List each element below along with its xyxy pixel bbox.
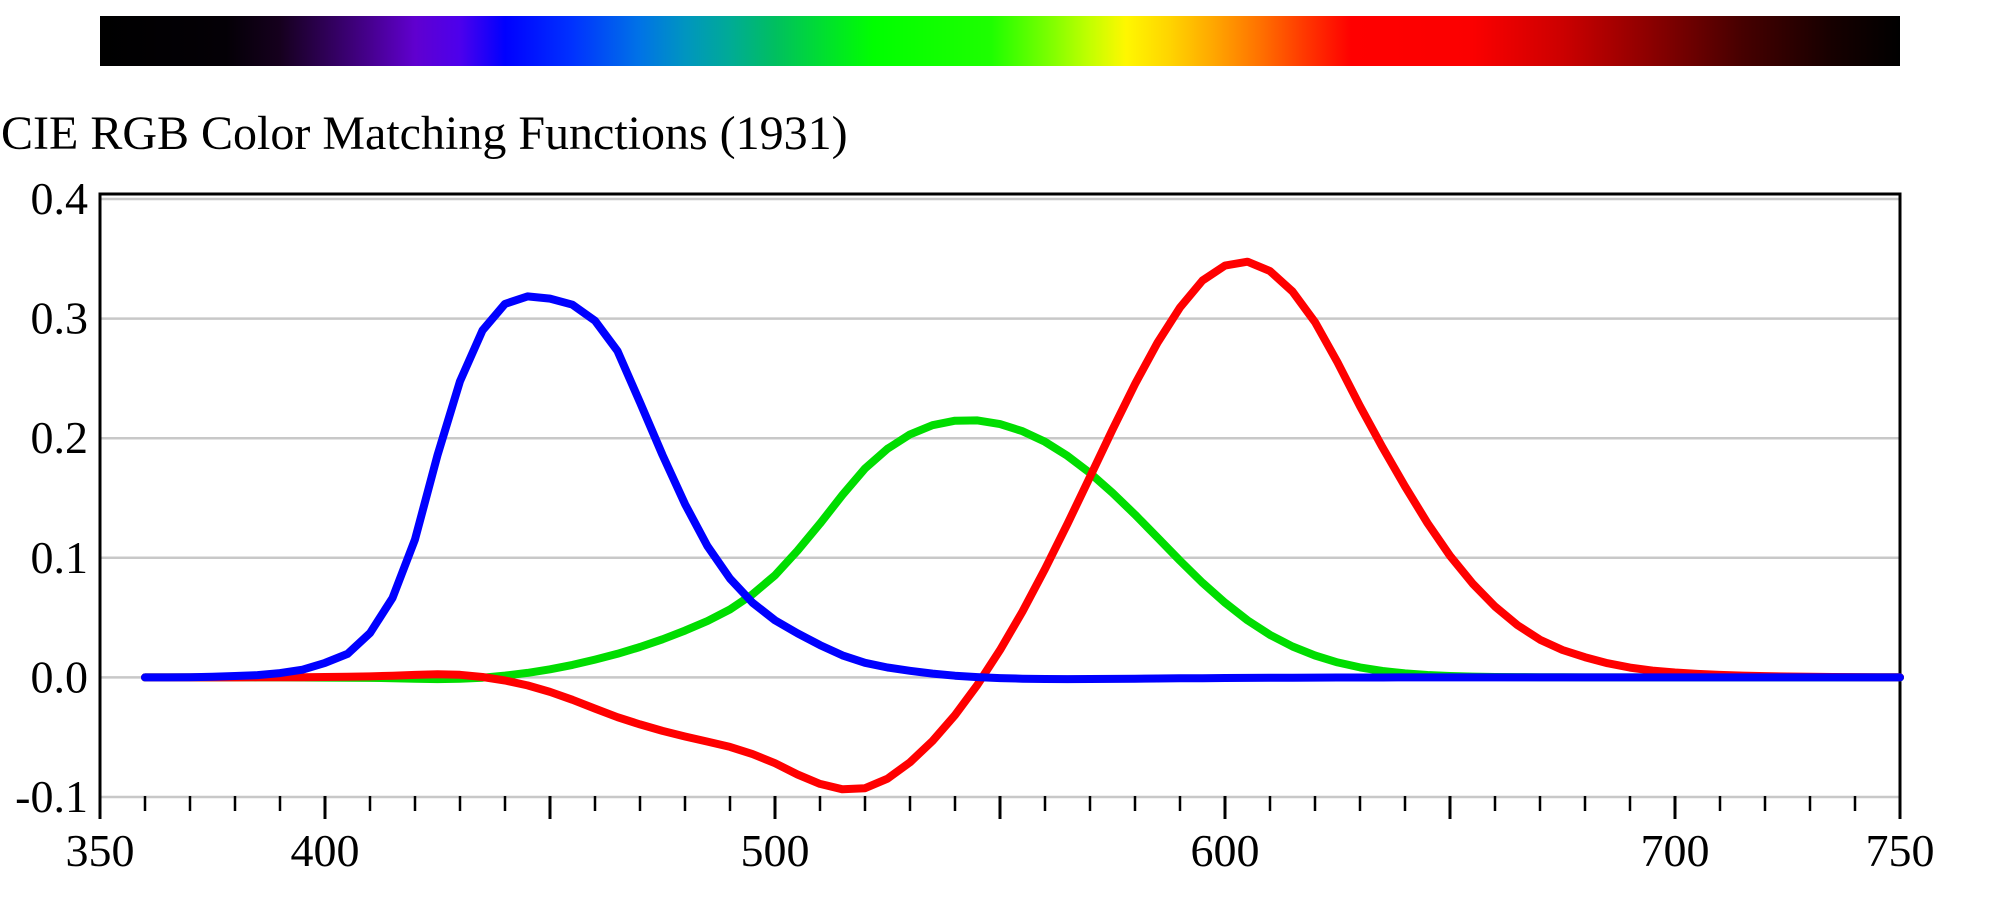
y-tick-label: -0.1 xyxy=(15,771,88,822)
y-tick-label: 0.2 xyxy=(31,412,89,463)
x-tick-label: 500 xyxy=(741,825,810,876)
x-tick-label: 750 xyxy=(1866,825,1935,876)
y-tick-label: 0.0 xyxy=(31,651,89,702)
y-tick-label: 0.3 xyxy=(31,293,89,344)
x-tick-label: 350 xyxy=(66,825,135,876)
curve-b-bar xyxy=(141,292,1904,684)
curve-r-bar xyxy=(141,257,1904,794)
y-tick-label: 0.4 xyxy=(31,173,89,224)
spectrum-bar xyxy=(100,16,1900,66)
x-tick-label: 600 xyxy=(1191,825,1260,876)
y-tick-label: 0.1 xyxy=(31,532,89,583)
page-title: CIE RGB Color Matching Functions (1931) xyxy=(1,107,848,160)
x-tick-label: 700 xyxy=(1641,825,1710,876)
x-tick-label: 400 xyxy=(291,825,360,876)
